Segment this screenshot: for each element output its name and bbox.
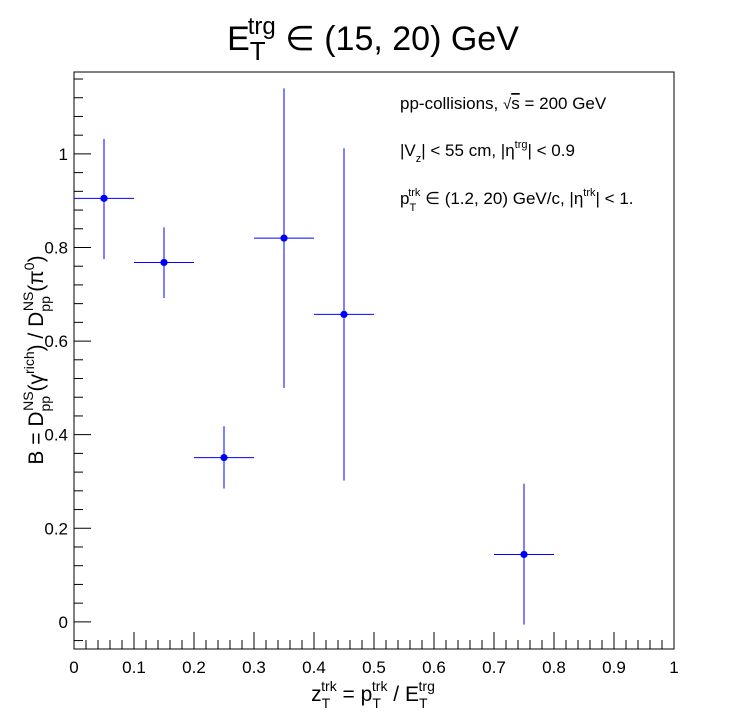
x-tick-label: 0.3 — [242, 658, 266, 677]
data-point — [74, 138, 134, 260]
x-axis-label: zTtrk = pTtrk / ETtrg — [311, 678, 435, 711]
x-axis-tick-labels: 0 0.1 0.2 0.3 0.4 0.5 0.6 0.7 0.8 0.9 1 — [69, 658, 678, 677]
x-tick-label: 0.6 — [422, 658, 446, 677]
data-point — [194, 426, 254, 489]
data-point — [494, 483, 554, 625]
x-tick-label: 0.5 — [362, 658, 386, 677]
x-tick-label: 0.9 — [602, 658, 626, 677]
x-tick-label: 0.7 — [482, 658, 506, 677]
x-tick-label: 0.8 — [542, 658, 566, 677]
y-tick-label: 0.6 — [44, 332, 68, 351]
y-axis-tick-labels: 0 0.2 0.4 0.6 0.8 1 — [44, 145, 68, 632]
annotation-track-cut: pTtrk ∈ (1.2, 20) GeV/c, |ηtrk| < 1. — [400, 187, 634, 214]
y-tick-label: 0.4 — [44, 426, 68, 445]
chart-title: ETtrg ∈ (15, 20) GeV — [227, 13, 519, 66]
data-point — [254, 88, 314, 388]
annotation-vertex-cut: |Vz| < 55 cm, |ηtrg| < 0.9 — [400, 139, 575, 165]
y-axis-ticks — [74, 78, 91, 642]
y-axis-label: B = DppNS(γrich) / DppNS(π0) — [20, 255, 53, 464]
marker — [100, 194, 108, 202]
marker — [160, 258, 168, 267]
marker — [220, 454, 228, 462]
x-tick-label: 0.1 — [122, 658, 146, 677]
marker — [340, 310, 348, 319]
y-tick-label: 0 — [59, 613, 68, 632]
data-point — [134, 227, 194, 299]
data-point — [314, 148, 374, 481]
marker — [280, 234, 288, 242]
x-tick-label: 0.4 — [302, 658, 326, 677]
x-tick-label: 0.2 — [182, 658, 206, 677]
x-tick-label: 1 — [669, 658, 678, 677]
data-series — [74, 88, 554, 625]
marker — [520, 550, 528, 559]
y-tick-label: 0.8 — [44, 238, 68, 257]
x-axis-ticks — [73, 632, 675, 649]
y-tick-label: 0.2 — [44, 519, 68, 538]
plot-frame — [73, 71, 675, 650]
annotation-collisions: pp-collisions, √s = 200 GeV — [400, 94, 607, 113]
x-tick-label: 0 — [69, 658, 78, 677]
y-tick-label: 1 — [59, 145, 68, 164]
